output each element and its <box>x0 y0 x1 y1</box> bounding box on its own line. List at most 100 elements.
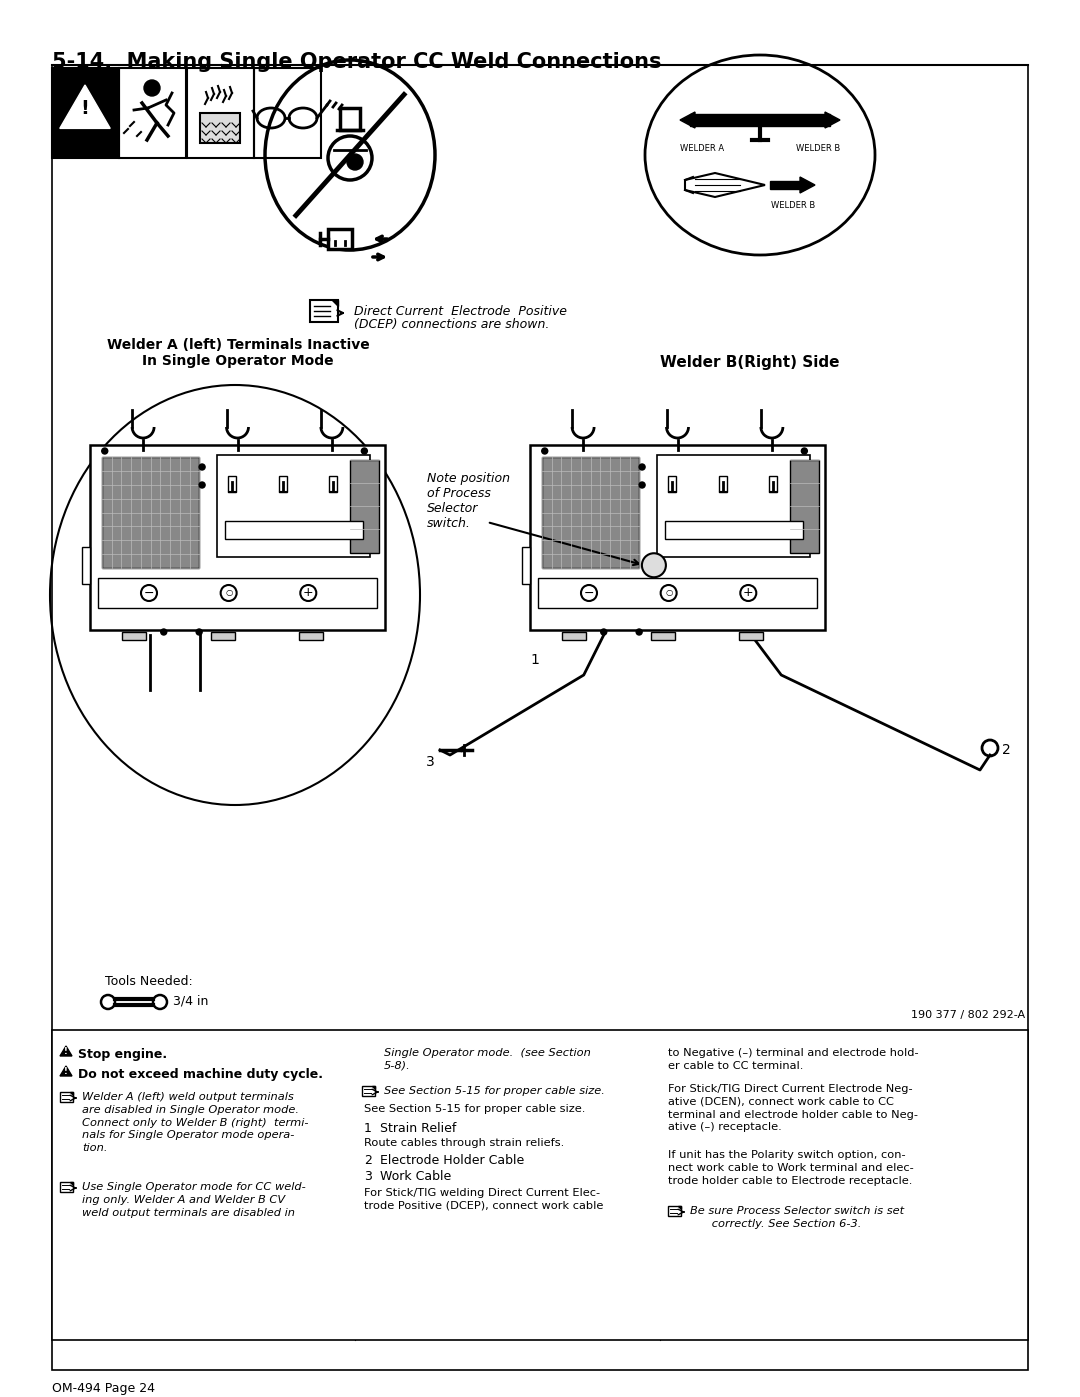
Text: Welder A (left) Terminals Inactive
In Single Operator Mode: Welder A (left) Terminals Inactive In Si… <box>107 338 369 367</box>
Text: 5-14.  Making Single Operator CC Weld Connections: 5-14. Making Single Operator CC Weld Con… <box>52 52 661 73</box>
Polygon shape <box>373 1085 375 1088</box>
Circle shape <box>144 80 160 96</box>
Circle shape <box>197 629 202 636</box>
Text: WELDER A: WELDER A <box>680 144 724 154</box>
Bar <box>362 1085 375 1097</box>
Bar <box>82 546 90 584</box>
Text: 3: 3 <box>426 754 434 768</box>
Bar <box>310 300 338 321</box>
Text: Strain Relief: Strain Relief <box>380 1122 457 1134</box>
Bar <box>651 631 675 640</box>
Text: Tools Needed:: Tools Needed: <box>105 975 192 988</box>
Text: Single Operator mode.  (see Section
5-8).: Single Operator mode. (see Section 5-8). <box>384 1048 591 1070</box>
Text: See Section 5-15 for proper cable size.: See Section 5-15 for proper cable size. <box>384 1085 605 1097</box>
Text: WELDER B: WELDER B <box>771 201 815 210</box>
Text: If unit has the Polarity switch option, con-
nect work cable to Work terminal an: If unit has the Polarity switch option, … <box>669 1150 914 1186</box>
Polygon shape <box>800 177 815 193</box>
Bar <box>225 521 363 539</box>
Text: Electrode Holder Cable: Electrode Holder Cable <box>380 1154 524 1166</box>
Text: XXX AMPS: XXX AMPS <box>794 140 835 147</box>
Polygon shape <box>332 300 338 306</box>
Text: !: ! <box>64 1067 68 1076</box>
Bar <box>329 476 337 492</box>
Circle shape <box>199 464 205 469</box>
Text: For Stick/TIG welding Direct Current Elec-
trode Positive (DCEP), connect work c: For Stick/TIG welding Direct Current Ele… <box>364 1187 604 1211</box>
Bar <box>299 631 323 640</box>
Bar <box>563 631 586 640</box>
Bar <box>669 1206 681 1215</box>
Circle shape <box>636 629 643 636</box>
Bar <box>769 476 778 492</box>
Text: ○: ○ <box>225 588 232 598</box>
Circle shape <box>639 482 645 488</box>
Bar <box>102 457 200 569</box>
Text: to Negative (–) terminal and electrode hold-
er cable to CC terminal.: to Negative (–) terminal and electrode h… <box>669 1048 919 1070</box>
Circle shape <box>600 629 607 636</box>
Text: 190 377 / 802 292-A: 190 377 / 802 292-A <box>910 1010 1025 1020</box>
Bar <box>52 68 119 158</box>
Text: See Section 5-15 for proper cable size.: See Section 5-15 for proper cable size. <box>364 1104 585 1113</box>
Bar <box>52 1030 1028 1340</box>
Text: Note position
of Process
Selector
switch.: Note position of Process Selector switch… <box>427 472 510 529</box>
Polygon shape <box>60 1066 72 1076</box>
Circle shape <box>740 585 756 601</box>
Bar <box>770 182 805 189</box>
Text: Route cables through strain reliefs.: Route cables through strain reliefs. <box>364 1139 564 1148</box>
Circle shape <box>300 585 316 601</box>
Polygon shape <box>70 1092 73 1095</box>
Bar <box>719 476 727 492</box>
Bar <box>542 457 639 569</box>
Text: +: + <box>303 587 313 599</box>
Circle shape <box>661 585 677 601</box>
Circle shape <box>639 464 645 469</box>
Bar <box>254 68 321 158</box>
Bar <box>228 476 237 492</box>
Polygon shape <box>680 112 696 129</box>
Bar <box>664 521 802 539</box>
Text: OM-494 Page 24: OM-494 Page 24 <box>52 1382 156 1396</box>
Text: Welder A (left) weld output terminals
are disabled in Single Operator mode.
Conn: Welder A (left) weld output terminals ar… <box>82 1092 309 1153</box>
Bar <box>690 115 831 126</box>
Text: −: − <box>144 587 154 599</box>
Bar <box>90 446 384 630</box>
Circle shape <box>347 154 363 170</box>
Circle shape <box>220 585 237 601</box>
Bar <box>340 108 360 130</box>
Bar <box>328 229 352 249</box>
Text: Do not exceed machine duty cycle.: Do not exceed machine duty cycle. <box>78 1067 323 1081</box>
Text: Work Cable: Work Cable <box>380 1171 451 1183</box>
Circle shape <box>362 448 367 454</box>
Bar <box>350 460 379 552</box>
Bar <box>217 455 370 557</box>
Text: XXX AMPS: XXX AMPS <box>685 140 726 147</box>
Circle shape <box>141 585 157 601</box>
Bar <box>98 578 377 608</box>
Bar <box>122 631 146 640</box>
Text: −: − <box>584 587 594 599</box>
Circle shape <box>581 585 597 601</box>
Circle shape <box>642 553 666 577</box>
Text: !: ! <box>81 99 90 119</box>
Circle shape <box>161 629 166 636</box>
Text: Welder B(Right) Side: Welder B(Right) Side <box>660 355 840 370</box>
Bar <box>200 113 240 142</box>
Bar <box>530 446 825 630</box>
Text: !: ! <box>64 1046 68 1056</box>
Bar <box>279 476 287 492</box>
Text: Be sure Process Selector switch is set
      correctly. See Section 6-3.: Be sure Process Selector switch is set c… <box>690 1206 904 1229</box>
Text: (DCEP) connections are shown.: (DCEP) connections are shown. <box>354 319 550 331</box>
Text: 3: 3 <box>364 1171 372 1183</box>
Text: ○: ○ <box>665 588 672 598</box>
Polygon shape <box>59 85 110 129</box>
Bar <box>669 476 676 492</box>
Text: WELDER B: WELDER B <box>796 144 840 154</box>
Bar <box>187 68 254 158</box>
Text: Use Single Operator mode for CC weld-
ing only. Welder A and Welder B CV
weld ou: Use Single Operator mode for CC weld- in… <box>82 1182 306 1218</box>
Text: 1: 1 <box>530 652 539 666</box>
Text: XXX AMPS: XXX AMPS <box>775 198 816 205</box>
Polygon shape <box>825 112 840 129</box>
Bar <box>211 631 234 640</box>
Bar <box>52 68 119 158</box>
Bar <box>657 455 810 557</box>
Circle shape <box>199 482 205 488</box>
